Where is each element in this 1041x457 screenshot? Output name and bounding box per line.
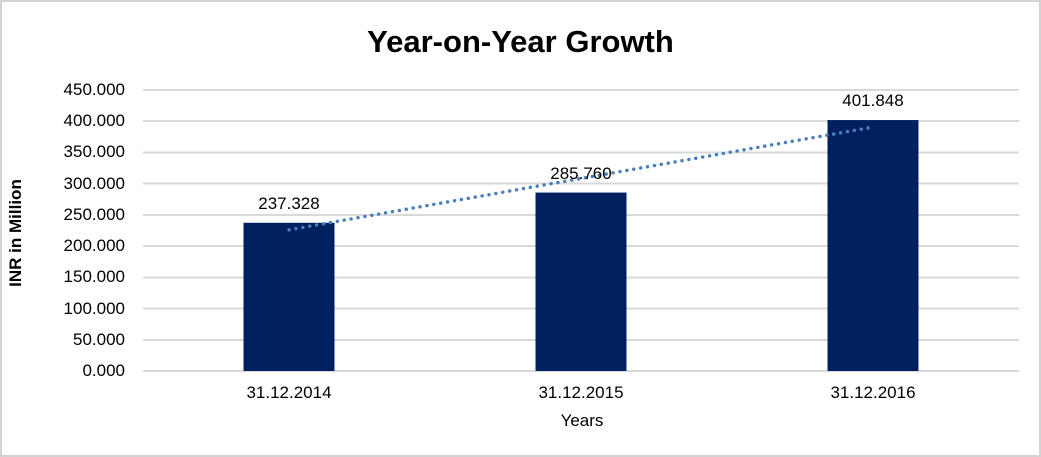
x-axis-category-label: 31.12.2016 [830,383,916,402]
y-axis-tick-label: 250.000 [63,204,125,224]
chart-title: Year-on-Year Growth [367,24,674,59]
bar-data-label: 401.848 [842,91,904,111]
x-axis-category-label: 31.12.2014 [246,383,332,402]
x-axis-category-label: 31.12.2015 [538,383,624,402]
y-axis-tick-label: 100.000 [63,298,125,318]
bar-data-label: 237.328 [258,193,320,213]
bar-data-label: 285.760 [550,163,612,183]
bar-31.12.2014 [243,222,335,371]
y-axis-tick-label: 50.000 [73,329,125,349]
y-axis-tick-label: 400.000 [63,111,125,131]
x-axis-title: Years [560,411,604,430]
y-axis-tick-label: 150.000 [63,267,125,287]
y-axis-tick-label: 200.000 [63,236,125,256]
y-axis-tick-label: 0.000 [82,361,125,380]
bar-31.12.2016 [827,120,919,371]
bar-31.12.2015 [535,192,627,371]
y-axis-tick-label: 350.000 [63,142,125,162]
y-axis-tick-label: 300.000 [63,173,125,193]
y-axis-tick-label: 450.000 [63,80,125,99]
trendline-dotted [287,125,875,232]
